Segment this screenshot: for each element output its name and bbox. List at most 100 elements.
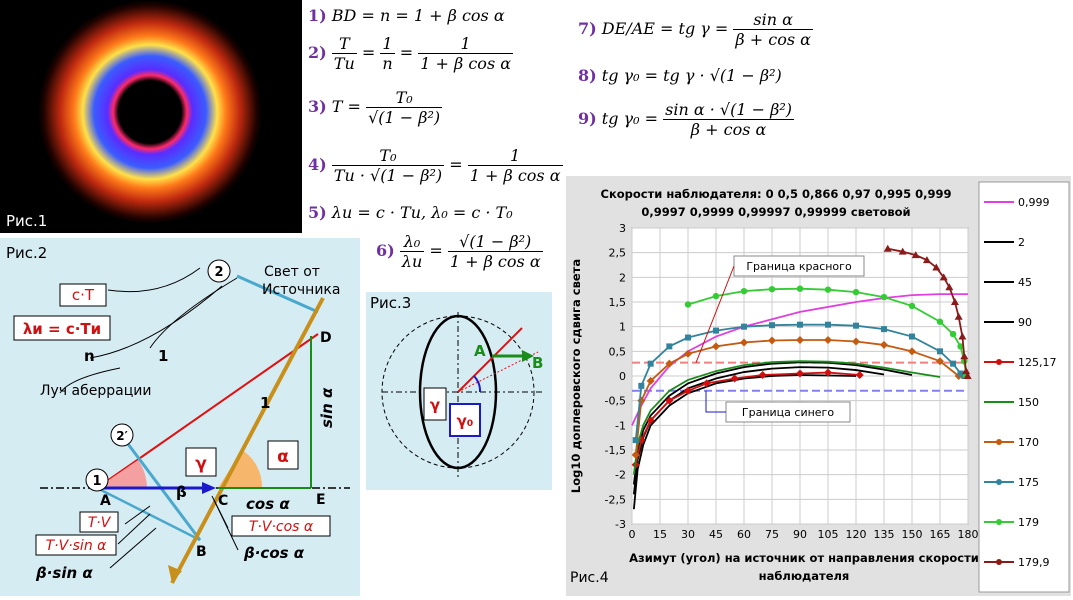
formula-2-number: 2) [308,43,327,62]
aberration-svg: Рис.2 2 2′ 1 [6,244,350,584]
point-B: B [532,354,543,372]
data-point [825,321,831,328]
data-point [880,293,888,301]
data-point [740,338,748,347]
y-tick-label: 2 [619,271,626,284]
f7-left: DE/AE = tg γ = [601,19,729,38]
point-A: A [100,493,111,509]
leader-betacos [213,499,239,551]
formula-9-number: 9) [578,109,597,128]
f2-l-num: T [331,34,357,54]
data-point [684,349,692,358]
y-tick-label: 1,5 [609,296,627,309]
f4-num: T₀ [331,146,445,166]
formula-5-number: 5) [308,203,327,222]
data-point [758,371,767,380]
data-point [824,335,832,344]
x-tick-label: 90 [793,528,807,541]
data-point [855,371,864,380]
gamma-angle-fill [97,460,147,488]
legend-marker-6 [996,439,1002,445]
data-point [824,368,832,377]
formula-8-number: 8) [578,66,597,85]
y-tick-label: -2 [615,469,626,482]
formula-1: 1) BD = n = 1 + β cos α [308,6,505,25]
figure-2-aberration-diagram: Рис.2 2 2′ 1 [0,238,360,596]
data-point [631,450,640,459]
data-point [911,251,920,259]
x-tick-label: 30 [681,528,695,541]
data-point [958,332,967,340]
figure-1-label: Рис.1 [6,212,47,230]
light-label-1: Свет от [264,264,320,280]
f6-den: λи [401,252,423,271]
blue-annotation-leader [705,390,726,413]
point-C: C [218,493,228,509]
legend-box [978,181,1070,593]
data-point [853,322,859,329]
f7-den: β + cos α [735,30,811,49]
figure-4-label: Рис.4 [570,570,609,586]
figure-3-ellipse-diagram: Рис.3 A B γ γ₀ [366,292,552,490]
data-point [684,386,692,395]
formula-8-text: tg γ₀ = tg γ · √(1 − β²) [601,66,782,85]
y-tick-label: -1,5 [605,444,626,457]
figure-2-label: Рис.2 [6,244,47,262]
f6-rnum: √(1 − β²) [447,232,543,252]
box-gamma [423,387,447,421]
leader-TV [124,505,151,525]
f2-l-den: Tи [333,54,355,73]
data-point [957,343,964,350]
x-tick-label: 180 [958,528,979,541]
series-line-0 [631,293,968,426]
point-2p-circle [110,423,134,447]
f2-m-den: n [382,54,393,73]
formula-9: 9) tg γ₀ = sin α · √(1 − β²) β + cos α [578,100,795,139]
box-lambda [13,315,111,341]
box-TVsin [35,534,117,556]
data-point [880,340,888,349]
f3-den: √(1 − β²) [368,108,441,127]
series-line-1 [632,374,857,510]
formula-3: 3) T = T₀ √(1 − β²) [308,88,443,127]
x-axis-label: Азимут (угол) на источник от направления… [629,551,979,565]
legend-marker-4 [996,359,1002,365]
data-point [898,247,907,255]
box-gamma0 [449,403,481,437]
data-point [945,283,954,291]
data-point [936,318,944,325]
ellipse [418,314,498,470]
data-point [768,285,776,293]
green-arrow-head [522,350,534,362]
y-tick-label: -3 [615,518,626,531]
f2-r-den: 1 + β cos α [420,54,512,73]
doppler-chart-svg: Скорости наблюдателя: 0 0,5 0,866 0,97 0… [566,176,1071,596]
data-point [796,285,804,292]
formula-6-number: 6) [376,241,395,260]
data-point [932,263,941,271]
legend-marker-7 [996,479,1002,485]
y-tick-label: -1 [615,419,626,432]
chart-title-2: 0,9997 0,9999 0,99997 0,99999 световой [641,205,910,219]
point-2-circle [207,259,231,283]
data-point [824,286,832,293]
x-tick-label: 45 [709,528,723,541]
label-one-a: 1 [158,347,168,365]
brace-cT [107,267,201,293]
formula-1-text: BD = n = 1 + β cos α [331,6,505,25]
label-TV: T·V [88,515,112,531]
legend-label-2: 45 [1018,276,1032,289]
legend-label-5: 150 [1018,396,1039,409]
legend-label-7: 175 [1018,476,1039,489]
f6-rden: 1 + β cos α [449,252,541,271]
data-point [939,273,948,281]
f4-den: Tи · √(1 − β²) [333,166,443,185]
data-point [665,359,674,368]
f3-num: T₀ [366,88,443,108]
data-point [638,382,645,389]
x-axis-label-2: наблюдателя [759,569,850,583]
y-tick-label: 0,5 [609,345,627,358]
f3-left: T = [331,97,361,116]
legend-label-8: 179 [1018,516,1039,529]
